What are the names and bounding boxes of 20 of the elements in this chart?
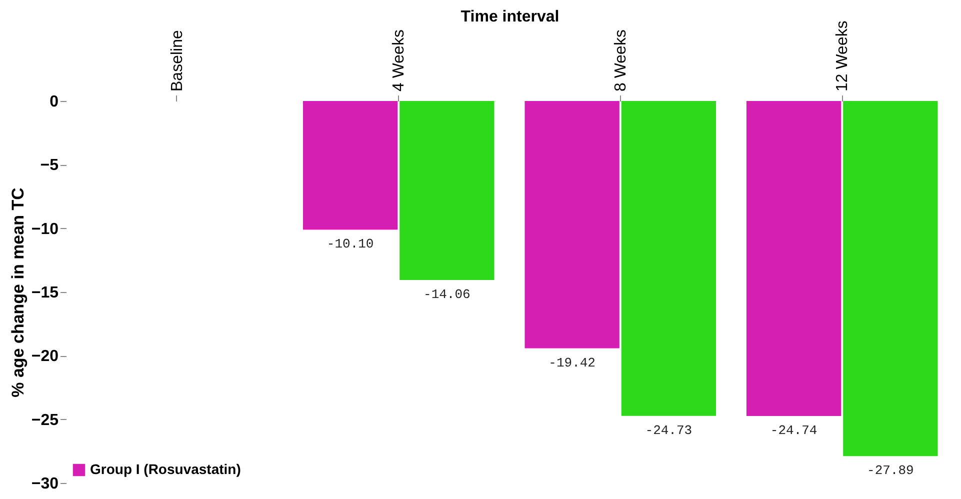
y-tick-label: −25 xyxy=(31,412,59,429)
y-tick-label: −10 xyxy=(31,220,59,238)
data-label: -24.73 xyxy=(645,422,692,438)
x-tick-label: Baseline xyxy=(168,30,186,92)
y-tick-label: −15 xyxy=(31,284,59,302)
y-tick-label: −30 xyxy=(31,476,59,492)
data-label: -14.06 xyxy=(424,287,470,302)
legend-label: Group I (Rosuvastatin) xyxy=(90,461,241,477)
y-tick-label: −5 xyxy=(40,157,59,174)
x-tick-label: 8 Weeks xyxy=(612,30,630,92)
data-label: -27.89 xyxy=(867,463,914,478)
y-tick-label: −20 xyxy=(31,348,59,366)
x-axis-title: Time interval xyxy=(460,8,560,26)
data-label: -10.10 xyxy=(326,236,374,252)
y-axis-title: % age change in mean TC xyxy=(8,188,28,398)
y-tick-label: 0 xyxy=(50,94,59,110)
x-tick-label: 12 Weeks xyxy=(834,20,852,92)
data-label: -19.42 xyxy=(548,355,596,370)
x-tick-label: 4 Weeks xyxy=(390,30,408,92)
data-label: -24.74 xyxy=(770,423,818,438)
